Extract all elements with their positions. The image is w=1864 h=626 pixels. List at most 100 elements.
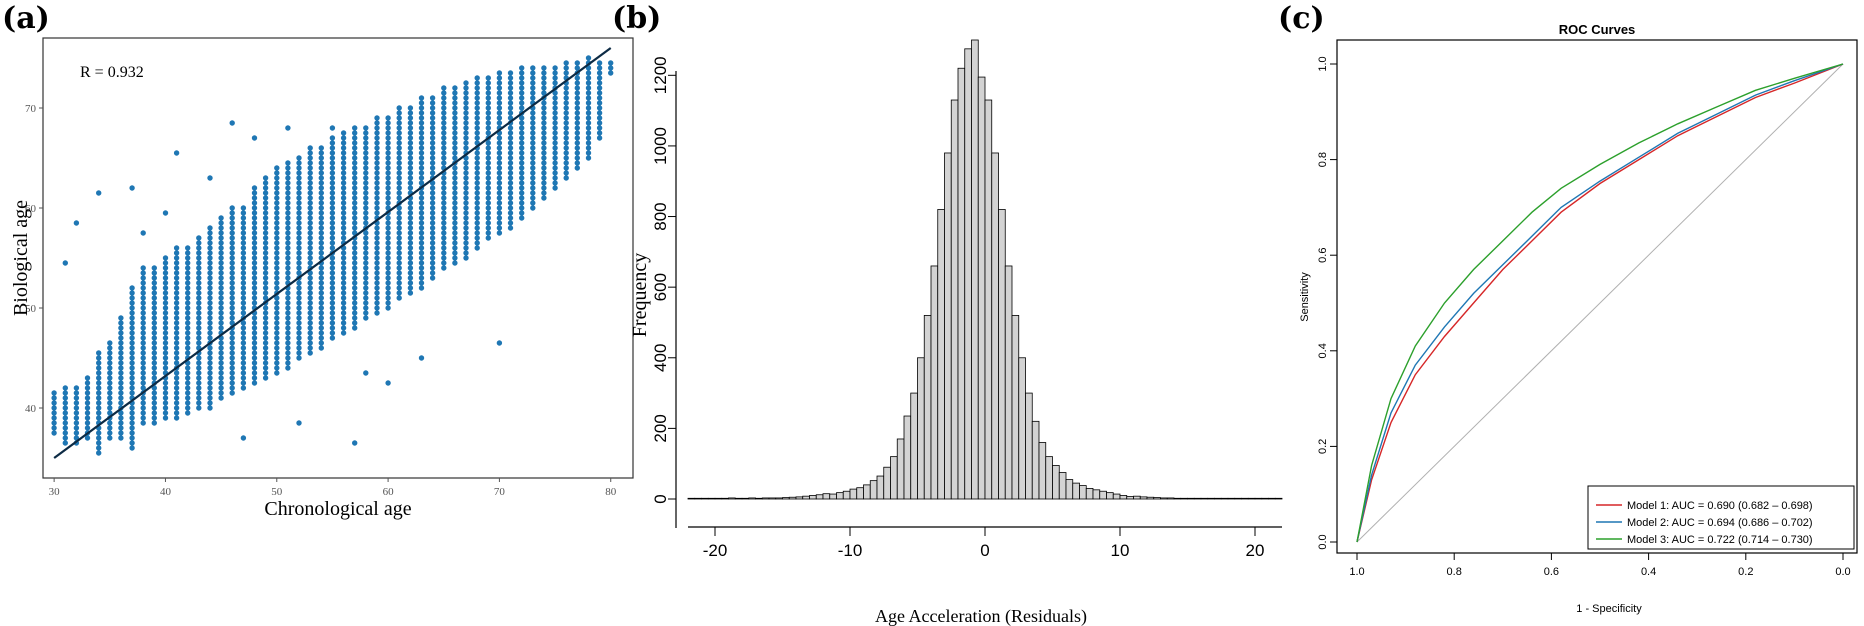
scatter-point	[429, 195, 436, 201]
scatter-point	[363, 170, 369, 176]
scatter-point	[441, 125, 447, 131]
scatter-point	[207, 370, 213, 376]
scatter-point	[296, 320, 302, 326]
scatter-point	[385, 115, 391, 121]
scatter-point	[207, 260, 213, 266]
scatter-point	[329, 320, 336, 326]
scatter-point	[285, 320, 291, 326]
scatter-point	[485, 85, 491, 91]
scatter-point	[585, 115, 592, 121]
histogram-bar	[890, 456, 898, 500]
scatter-point	[218, 290, 224, 296]
scatter-point	[530, 145, 536, 151]
scatter-point	[452, 190, 458, 196]
scatter-point	[296, 165, 302, 171]
scatter-point	[274, 350, 280, 356]
scatter-point	[474, 165, 480, 171]
scatter-point	[240, 355, 247, 361]
scatter-point	[251, 295, 258, 301]
scatter-point	[407, 220, 414, 226]
scatter-point	[485, 230, 491, 236]
scatter-point	[352, 245, 358, 251]
scatter-point	[340, 130, 347, 136]
scatter-point	[129, 425, 135, 431]
scatter-point	[340, 190, 347, 196]
scatter-point	[118, 345, 124, 351]
scatter-point	[363, 195, 369, 201]
scatter-point	[218, 320, 224, 326]
scatter-point	[285, 245, 291, 251]
scatter-point	[185, 295, 191, 301]
scatter-point	[229, 220, 235, 226]
scatter-point	[452, 95, 458, 101]
scatter-point	[173, 275, 180, 281]
scatter-point	[274, 255, 280, 261]
scatter-point	[574, 150, 580, 156]
scatter-point	[307, 280, 313, 286]
scatter-point	[329, 175, 336, 181]
scatter-point	[218, 365, 224, 371]
scatter-point	[407, 280, 414, 286]
scatter-point	[196, 295, 202, 301]
scatter-point	[329, 165, 336, 171]
scatter-point	[396, 150, 402, 156]
scatter-point	[96, 190, 102, 196]
scatter-point	[574, 135, 580, 141]
histogram-bar	[1025, 392, 1033, 500]
scatter-point	[196, 285, 202, 291]
scatter-point	[173, 260, 180, 266]
scatter-point	[507, 150, 514, 156]
scatter-point	[485, 190, 491, 196]
scatter-point	[441, 210, 447, 216]
scatter-point	[274, 330, 280, 336]
scatter-point	[251, 330, 258, 336]
scatter-point	[385, 235, 391, 241]
scatter-point	[407, 170, 414, 176]
scatter-point	[329, 150, 336, 156]
histogram-bars	[687, 39, 1283, 500]
scatter-point	[340, 225, 347, 231]
scatter-point	[363, 230, 369, 236]
scatter-point	[307, 315, 313, 321]
scatter-point	[318, 245, 324, 251]
scatter-point	[207, 335, 213, 341]
scatter-point	[229, 355, 235, 361]
scatter-point	[307, 165, 313, 171]
scatter-point	[96, 370, 102, 376]
scatter-point	[307, 305, 313, 311]
scatter-point	[296, 180, 302, 186]
scatter-point	[229, 335, 235, 341]
scatter-point	[363, 160, 369, 166]
scatter-point	[530, 205, 536, 211]
roc-chart-title: ROC Curves	[1559, 22, 1636, 37]
scatter-point	[296, 280, 302, 286]
scatter-point	[240, 210, 247, 216]
scatter-point	[441, 180, 447, 186]
scatter-point	[474, 190, 480, 196]
scatter-point	[396, 140, 402, 146]
scatter-point	[196, 260, 202, 266]
scatter-point	[129, 330, 135, 336]
scatter-point	[118, 355, 124, 361]
scatter-point	[396, 235, 402, 241]
scatter-point	[396, 105, 402, 111]
scatter-point	[218, 265, 224, 271]
scatter-point	[262, 355, 269, 361]
scatter-point	[229, 320, 235, 326]
scatter-point	[151, 400, 157, 406]
scatter-point	[307, 190, 313, 196]
scatter-point	[429, 205, 436, 211]
scatter-point	[285, 235, 291, 241]
scatter-point	[229, 290, 235, 296]
scatter-point	[329, 305, 336, 311]
scatter-point	[129, 295, 135, 301]
scatter-point	[262, 210, 269, 216]
scatter-point	[552, 145, 558, 151]
scatter-point	[162, 270, 169, 276]
scatter-point	[162, 280, 169, 286]
scatter-point	[329, 330, 336, 336]
scatter-point	[162, 390, 169, 396]
scatter-point	[474, 200, 480, 206]
scatter-point	[151, 285, 157, 291]
scatter-point	[262, 365, 269, 371]
